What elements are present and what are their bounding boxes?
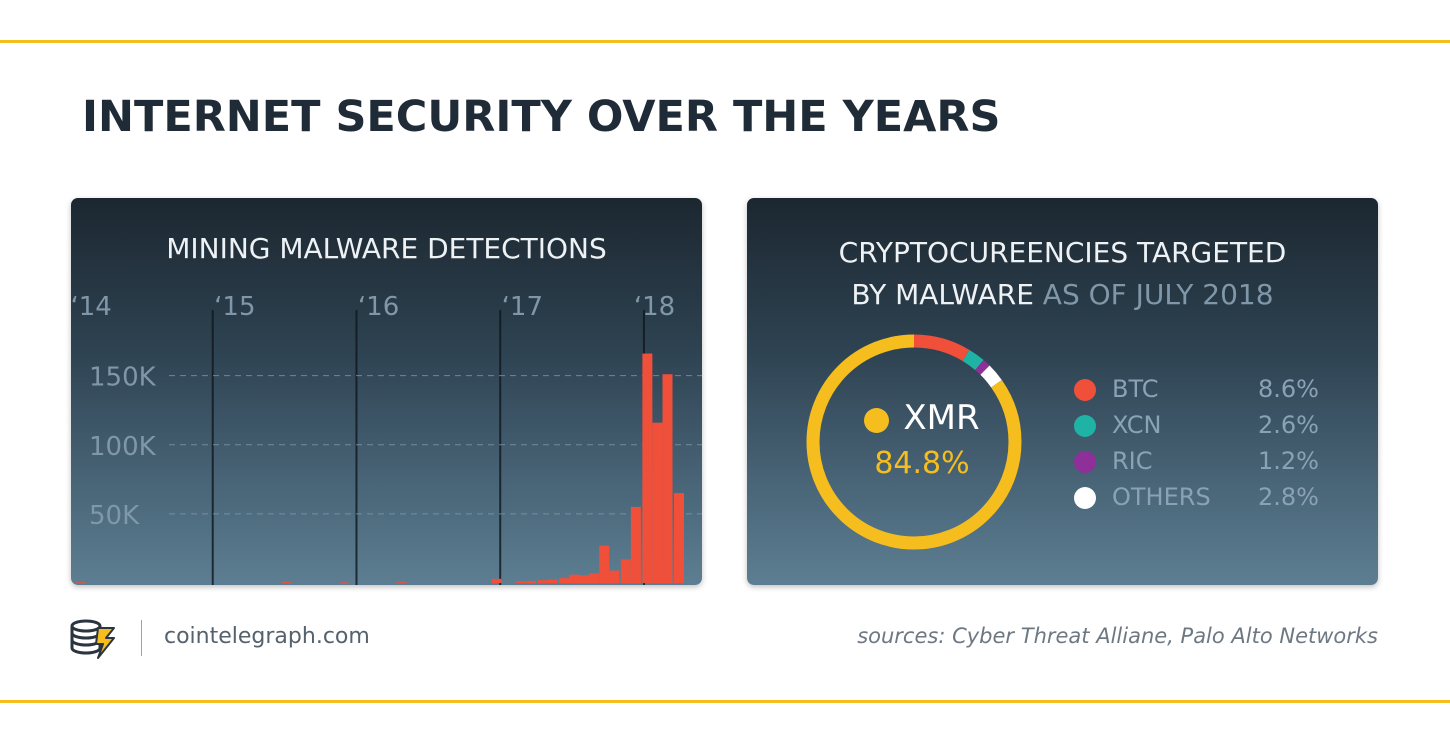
detection-bar [579,575,590,583]
y-tick-label: 150K [89,363,157,393]
legend-color-dot [1074,415,1096,437]
mining-malware-chart-panel: 50K 100K 150K ‘14 ‘15 ‘16 ‘17 ‘18 MINING MALWAR… [71,198,702,585]
detection-bar [515,581,526,583]
cointelegraph-logo-icon [68,618,118,667]
detection-bar [491,578,502,583]
detection-bar [547,579,558,583]
detection-bar [674,493,685,583]
legend-label: RIC [1112,447,1153,475]
legend-item-others: OTHERS 2.8% [1074,482,1319,518]
legend-value: 2.6% [1258,411,1319,439]
footer-divider [141,620,142,656]
detection-bar [396,582,407,584]
x-tick-label: ‘16 [358,292,399,322]
detection-bar [339,582,350,584]
top-accent-rule [0,40,1450,43]
legend-label: OTHERS [1112,483,1211,511]
detection-bar [642,353,653,583]
legend-item-btc: BTC 8.6% [1074,374,1319,410]
chart-title-line1: CRYPTOCUREENCIES TARGETED [838,236,1287,269]
legend-label: XCN [1112,411,1162,439]
legend-value: 8.6% [1258,375,1319,403]
detection-bar [525,580,536,583]
donut-center-label: XMR 84.8% [807,398,1037,481]
x-tick-label: ‘14 [71,292,112,322]
detection-bar [589,573,600,583]
legend-value: 1.2% [1258,447,1319,475]
center-symbol: XMR [903,398,980,438]
chart-subtitle: AS OF JULY 2018 [1042,278,1274,311]
y-tick-label: 50K [89,501,140,531]
legend-color-dot [1074,487,1096,509]
xmr-color-dot [864,408,890,434]
legend-color-dot [1074,379,1096,401]
y-tick-label: 100K [89,432,157,462]
footer-site-name: cointelegraph.com [164,624,370,649]
detection-bar [652,422,663,583]
footer-sources: sources: Cyber Threat Alliane, Palo Alto… [857,624,1378,648]
legend-color-dot [1074,451,1096,473]
chart-title-line2: BY MALWARE [851,278,1034,311]
crypto-targeted-chart-panel: CRYPTOCUREENCIES TARGETED BY MALWARE AS … [747,198,1378,585]
x-tick-label: ‘17 [502,292,543,322]
detection-bar [559,578,570,583]
donut-slice-xmr [806,334,1022,550]
mining-malware-bar-chart: 50K 100K 150K ‘14 ‘15 ‘16 ‘17 ‘18 [71,292,702,585]
detection-bar [599,545,610,583]
legend-value: 2.8% [1258,483,1319,511]
x-tick-label: ‘18 [634,292,675,322]
detection-bar [620,559,631,583]
page-title: INTERNET SECURITY OVER THE YEARS [82,92,1001,142]
bottom-accent-rule [0,700,1450,703]
detection-bar [537,580,548,583]
detection-bar [609,570,620,583]
chart-title: MINING MALWARE DETECTIONS [166,232,607,265]
detection-bar [76,582,87,584]
chart-title: CRYPTOCUREENCIES TARGETED BY MALWARE AS … [747,232,1378,316]
crypto-donut-chart [806,334,1022,550]
detection-bar [569,574,580,583]
center-value: 84.8% [874,446,970,481]
legend-label: BTC [1112,375,1159,403]
donut-legend: BTC 8.6% XCN 2.6% RIC 1.2% OTHERS 2.8% [1074,374,1319,518]
x-tick-label: ‘15 [214,292,255,322]
legend-item-xcn: XCN 2.6% [1074,410,1319,446]
detection-bar [281,582,292,584]
detection-bar [662,374,673,583]
detection-bar [630,506,641,583]
legend-item-ric: RIC 1.2% [1074,446,1319,482]
